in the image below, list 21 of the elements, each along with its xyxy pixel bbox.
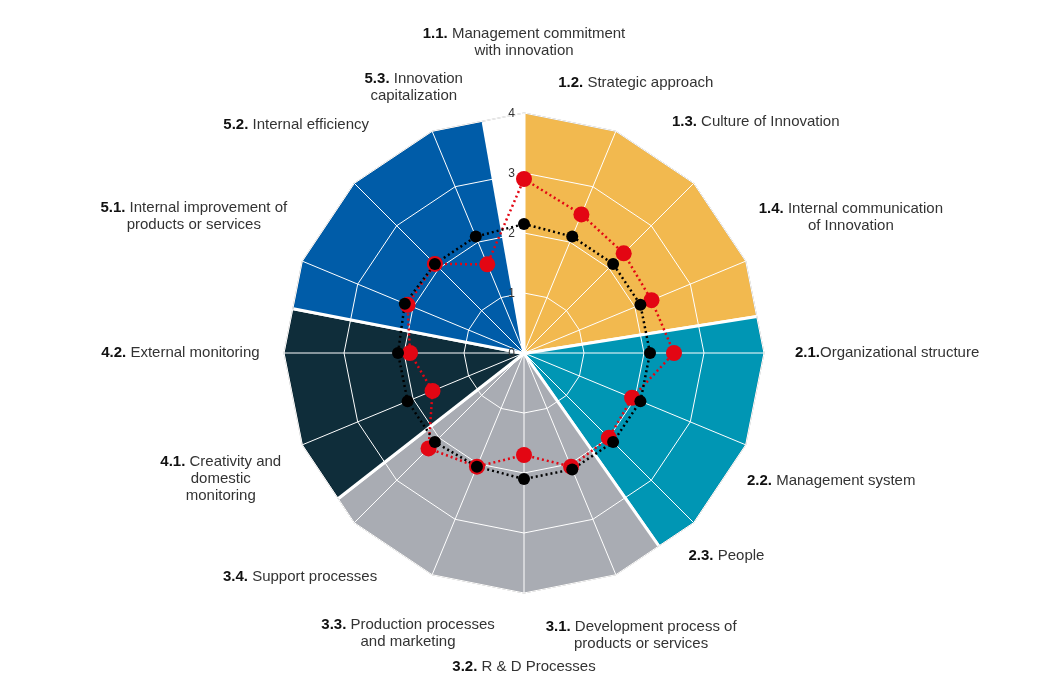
spoke-label: 5.2. Internal efficiency	[223, 115, 370, 133]
y-tick-label: 1	[508, 286, 516, 300]
spoke-label: 3.1. Development process of products or services	[545, 617, 738, 652]
spoke-label: 2.2. Management system	[747, 470, 916, 488]
spoke-label: 4.1. Creativity and domestic monitoring	[160, 451, 282, 503]
spoke-label: 5.3. Innovation capitalization	[364, 68, 463, 103]
spoke-label: 1.4. Internal communication of Innovation	[758, 199, 943, 234]
y-tick-label: 0	[508, 346, 516, 360]
spoke-label: 1.2. Strategic approach	[558, 73, 714, 91]
spoke-label: 5.1. Internal improvement of products or services	[100, 197, 289, 232]
spoke-label: 3.2. R & D Processes	[452, 656, 596, 674]
spoke-label: 2.3. People	[688, 545, 765, 563]
y-tick-label: 4	[508, 106, 516, 120]
spoke-label: 3.3. Production processes and marketing	[321, 614, 495, 649]
spoke-label: 4.2. External monitoring	[101, 343, 260, 361]
y-tick-label: 2	[508, 226, 516, 240]
spoke-label: 1.1. Management commitment with innovation	[422, 23, 627, 58]
spoke-label: 1.3. Culture of Innovation	[671, 111, 840, 129]
spoke-label: 3.4. Support processes	[222, 567, 378, 585]
y-tick-label: 3	[508, 166, 516, 180]
spoke-label: 2.1.Organizational structure	[794, 343, 980, 361]
